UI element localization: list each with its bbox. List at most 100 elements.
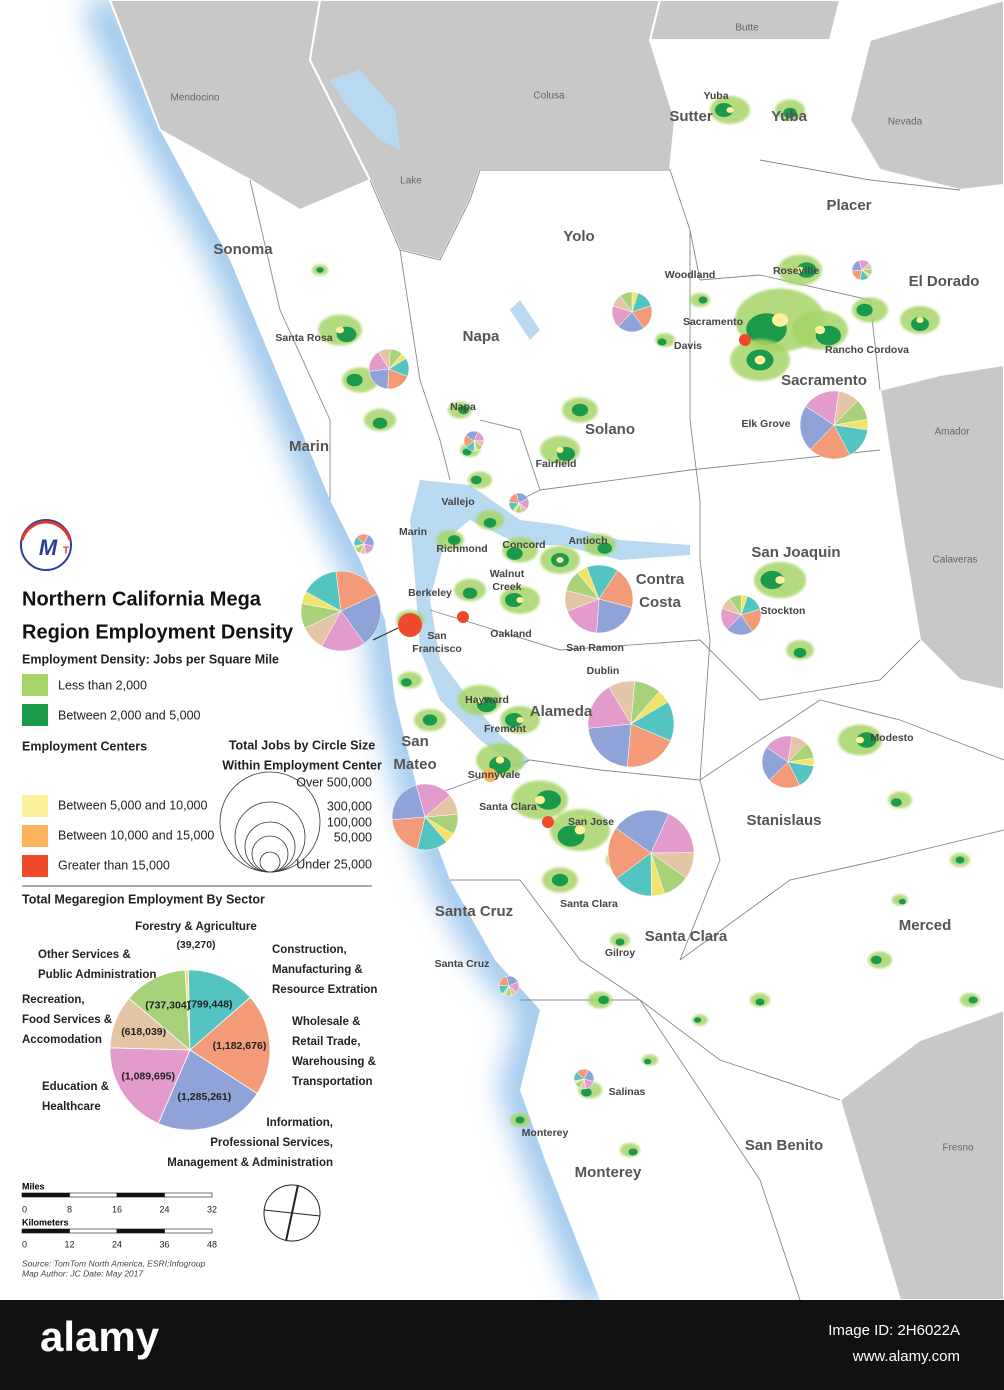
legend-label: Greater than 15,000	[58, 858, 170, 872]
county-label: Sacramento	[781, 372, 867, 389]
footer-brand: alamy	[40, 1313, 160, 1360]
center-pie	[505, 985, 512, 997]
center-pie	[340, 593, 382, 644]
scale-segment	[21, 1228, 70, 1234]
center-pie	[391, 784, 426, 820]
center-area	[574, 825, 586, 835]
county-label: El Dorado	[909, 273, 980, 290]
pie-slice	[157, 1049, 258, 1131]
logo-arc	[20, 520, 72, 541]
city-label: Napa	[450, 401, 476, 413]
center-pie	[630, 680, 660, 725]
scale-tick-label: 12	[64, 1239, 74, 1249]
scale-segment	[69, 1192, 118, 1198]
city-label: Roseville	[773, 265, 819, 277]
density-area	[755, 998, 765, 1006]
county-borders	[249, 159, 1004, 1301]
density-area	[462, 587, 478, 599]
sf-bay	[410, 480, 690, 770]
legend-swatch	[22, 825, 48, 847]
center-area	[916, 317, 924, 323]
city-label: Salinas	[609, 1086, 646, 1098]
center-area	[739, 334, 751, 346]
county-label: Napa	[463, 328, 500, 345]
density-area	[483, 517, 497, 528]
density-area	[615, 938, 625, 946]
pie-category-label: Information, Professional Services, Manage…	[167, 1117, 333, 1169]
center-pie	[587, 723, 632, 768]
density-area	[598, 995, 609, 1005]
city-label: Antioch	[568, 535, 607, 547]
water	[330, 70, 690, 770]
density-area	[856, 732, 877, 748]
center-pie	[607, 827, 652, 879]
border	[699, 274, 881, 391]
density-area	[793, 647, 807, 658]
size-circle	[259, 851, 281, 873]
pie-title: Total Megaregion Employment By Sector	[22, 892, 265, 906]
density-area	[891, 798, 902, 807]
county-label: San Benito	[745, 1137, 823, 1154]
center-pie	[761, 746, 789, 781]
place-labels: Butte Mendocino Colusa Lake Nevada Amador Cala…	[171, 23, 980, 1181]
center-area	[534, 795, 546, 805]
center-pie	[473, 440, 483, 451]
border	[539, 449, 881, 491]
density-area	[871, 955, 882, 965]
center-pie	[861, 268, 873, 276]
center-area	[796, 266, 804, 274]
county-label: San Joaquin	[751, 544, 840, 561]
center-pie	[650, 813, 695, 854]
scale-tick-label: 0	[22, 1239, 27, 1249]
source: Source: TomTom North America, ESRI;Infog…	[22, 1258, 206, 1268]
center-pie	[587, 686, 632, 729]
center-pie	[809, 424, 851, 460]
density-area	[316, 267, 324, 273]
center-area	[398, 613, 422, 637]
center-pie	[799, 405, 835, 450]
center-pie	[574, 1078, 585, 1089]
density-area	[581, 1088, 592, 1097]
city-label: Santa Rosa	[275, 332, 332, 344]
center-pie	[515, 502, 522, 514]
outside-county-label: Nevada	[888, 117, 923, 128]
legend-swatch	[22, 795, 48, 817]
county-label: San Mateo	[393, 733, 436, 773]
center-area	[542, 816, 554, 828]
county-label: Santa Clara	[645, 928, 728, 945]
pie-value-label: (1,089,695)	[121, 1070, 175, 1082]
density-area	[783, 107, 797, 119]
county-label: Santa Cruz	[435, 903, 513, 920]
density-area	[372, 417, 388, 429]
legend-title: Employment Centers	[22, 739, 147, 753]
scale-title: Kilometers	[22, 1217, 69, 1227]
scale-segment	[21, 1192, 70, 1198]
center-area	[556, 447, 564, 453]
city-label: San Francisco	[412, 630, 462, 655]
sector-pie: (39,270) Forestry & Agriculture (799,448) C…	[22, 921, 377, 1169]
center-area	[754, 355, 766, 365]
center-area	[495, 756, 505, 764]
amador-area	[878, 363, 1004, 692]
density-area	[489, 756, 511, 774]
logo-ring	[20, 519, 72, 571]
city-label: Sunnyvale	[468, 769, 521, 781]
city-label: Marin	[399, 526, 427, 538]
pie-category-label: Forestry & Agriculture	[135, 921, 257, 933]
county-label: Alameda	[530, 703, 593, 720]
center-area	[556, 557, 564, 563]
center-area	[516, 597, 524, 603]
north-arrow-ring	[263, 1184, 321, 1242]
city-label: Rancho Cordova	[825, 344, 909, 356]
legend-label: Between 5,000 and 10,000	[58, 798, 207, 812]
county-label: Sonoma	[213, 241, 273, 258]
city-label: Richmond	[436, 543, 487, 555]
pie-value-label: (39,270)	[176, 939, 215, 951]
scale-tick-label: 32	[207, 1204, 217, 1214]
density-area	[505, 593, 523, 607]
city-label: Concord	[502, 539, 545, 551]
density-area	[628, 1148, 638, 1156]
outside-county-label: Lake	[400, 176, 422, 187]
title: Northern California Mega	[22, 588, 262, 610]
city-label: Oakland	[490, 628, 531, 640]
